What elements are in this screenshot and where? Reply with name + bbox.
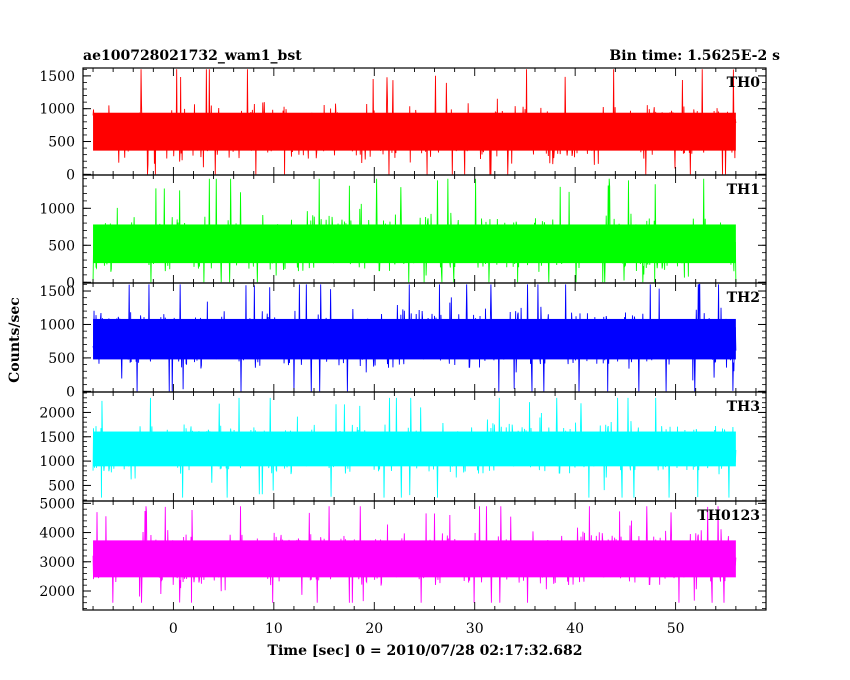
y-tick-label: 3000 <box>39 555 75 571</box>
y-axis-label: Counts/sec <box>7 297 23 383</box>
series-line-th0 <box>92 69 737 175</box>
x-tick-label: 50 <box>667 621 685 637</box>
y-tick-label: 500 <box>48 238 75 254</box>
y-tick-label: 0 <box>66 167 75 183</box>
y-tick-label: 1000 <box>39 317 75 333</box>
panel-th2: 0 500 1000 1500 TH2 <box>39 282 767 400</box>
y-tick-label: 1000 <box>39 201 75 217</box>
x-tick-label: 10 <box>265 621 283 637</box>
y-tick-label: 2000 <box>39 405 75 421</box>
chart-title-left: ae100728021732_wam1_bst <box>83 48 302 64</box>
panel-label: TH0123 <box>697 508 760 524</box>
series-line-th0123 <box>92 506 737 603</box>
series-line-th3 <box>92 397 737 498</box>
y-tick-label: 1500 <box>39 69 75 85</box>
panel-label: TH3 <box>727 399 760 415</box>
y-tick-label: 1500 <box>39 284 75 300</box>
y-tick-label: 500 <box>48 135 75 151</box>
x-tick-label: 20 <box>365 621 383 637</box>
y-tick-label: 0 <box>66 384 75 400</box>
panel-th3: 500 1000 1500 2000 TH3 <box>39 391 767 502</box>
y-tick-label: 5000 <box>39 496 75 512</box>
y-tick-label: 1000 <box>39 454 75 470</box>
panel-label: TH0 <box>727 75 761 91</box>
y-tick-label: 1500 <box>39 430 75 446</box>
y-tick-label: 500 <box>48 351 75 367</box>
chart-title-right: Bin time: 1.5625E-2 s <box>609 48 780 64</box>
x-axis-label: Time [sec] 0 = 2010/07/28 02:17:32.682 <box>268 643 583 659</box>
x-tick-label: 30 <box>466 621 484 637</box>
y-tick-label: 0 <box>66 275 75 291</box>
x-tick-label: 40 <box>566 621 584 637</box>
x-tick-label: 0 <box>169 621 178 637</box>
y-tick-label: 500 <box>48 478 75 494</box>
y-tick-label: 1000 <box>39 102 75 118</box>
panel-label: TH1 <box>727 182 760 198</box>
series-line-th2 <box>92 283 737 392</box>
y-tick-label: 2000 <box>39 584 75 600</box>
panel-label: TH2 <box>727 290 760 306</box>
y-tick-label: 4000 <box>39 526 75 542</box>
series-line-th1 <box>92 178 737 283</box>
panel-th0123: 2000 3000 4000 5000 TH0123 <box>39 496 767 611</box>
panel-th0: 0 500 1000 1500 TH0 <box>39 67 767 183</box>
panel-th1: 0 500 1000 TH1 <box>39 174 767 291</box>
panel-frame <box>82 500 767 611</box>
